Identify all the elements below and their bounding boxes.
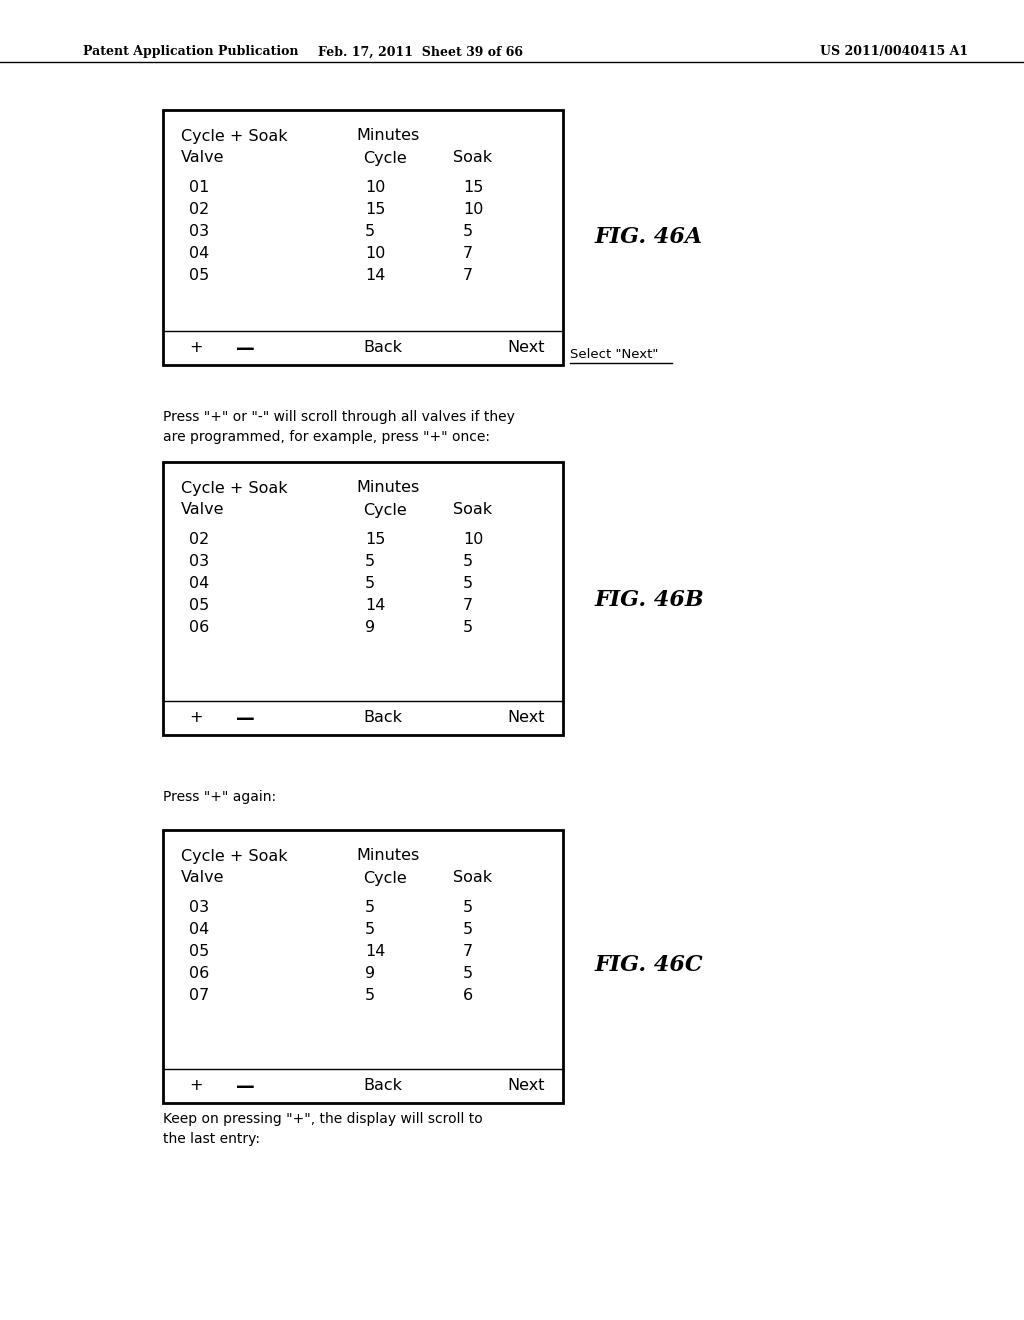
Text: Cycle: Cycle <box>362 150 407 165</box>
Text: 10: 10 <box>365 181 385 195</box>
Bar <box>163 110 563 366</box>
Text: Cycle: Cycle <box>362 503 407 517</box>
Text: 5: 5 <box>365 923 375 937</box>
Text: Cycle + Soak: Cycle + Soak <box>181 128 288 144</box>
Text: 14: 14 <box>365 268 385 284</box>
Text: 01: 01 <box>189 181 209 195</box>
Text: 10: 10 <box>463 202 483 218</box>
Text: 9: 9 <box>365 966 375 982</box>
Text: Valve: Valve <box>181 870 224 886</box>
Text: Back: Back <box>362 341 402 355</box>
Text: Back: Back <box>362 710 402 726</box>
Text: Next: Next <box>508 1078 545 1093</box>
Text: 03: 03 <box>189 224 209 239</box>
Text: Next: Next <box>508 710 545 726</box>
Text: +: + <box>189 710 203 726</box>
Text: 5: 5 <box>365 224 375 239</box>
Text: Minutes: Minutes <box>356 128 420 144</box>
Text: Patent Application Publication: Patent Application Publication <box>83 45 299 58</box>
Text: 04: 04 <box>189 923 209 937</box>
Text: 5: 5 <box>463 224 473 239</box>
Text: 5: 5 <box>463 577 473 591</box>
Text: 05: 05 <box>189 268 209 284</box>
Text: 06: 06 <box>189 620 209 635</box>
Text: Minutes: Minutes <box>356 849 420 863</box>
Text: 02: 02 <box>189 532 209 548</box>
Text: —: — <box>236 709 255 727</box>
Text: FIG. 46B: FIG. 46B <box>595 589 705 611</box>
Text: 10: 10 <box>463 532 483 548</box>
Text: Feb. 17, 2011  Sheet 39 of 66: Feb. 17, 2011 Sheet 39 of 66 <box>317 45 522 58</box>
Text: Soak: Soak <box>453 503 493 517</box>
Text: 05: 05 <box>189 945 209 960</box>
Text: 5: 5 <box>463 966 473 982</box>
Text: 7: 7 <box>463 268 473 284</box>
Text: —: — <box>236 1077 255 1096</box>
Text: Select "Next": Select "Next" <box>570 348 658 362</box>
Text: 15: 15 <box>365 532 385 548</box>
Text: 9: 9 <box>365 620 375 635</box>
Text: 5: 5 <box>365 989 375 1003</box>
Text: 05: 05 <box>189 598 209 614</box>
Text: 5: 5 <box>365 577 375 591</box>
Text: 6: 6 <box>463 989 473 1003</box>
Text: 5: 5 <box>365 554 375 569</box>
Text: +: + <box>189 1078 203 1093</box>
Text: Keep on pressing "+", the display will scroll to
the last entry:: Keep on pressing "+", the display will s… <box>163 1111 482 1146</box>
Text: 5: 5 <box>463 923 473 937</box>
Bar <box>163 462 563 735</box>
Bar <box>163 830 563 1104</box>
Text: FIG. 46C: FIG. 46C <box>595 954 703 975</box>
Text: 5: 5 <box>463 900 473 916</box>
Text: 02: 02 <box>189 202 209 218</box>
Text: 04: 04 <box>189 247 209 261</box>
Text: 04: 04 <box>189 577 209 591</box>
Text: 15: 15 <box>463 181 483 195</box>
Text: 03: 03 <box>189 900 209 916</box>
Text: 7: 7 <box>463 598 473 614</box>
Text: Valve: Valve <box>181 503 224 517</box>
Text: Cycle + Soak: Cycle + Soak <box>181 849 288 863</box>
Text: FIG. 46A: FIG. 46A <box>595 226 703 248</box>
Text: 10: 10 <box>365 247 385 261</box>
Text: 06: 06 <box>189 966 209 982</box>
Text: Soak: Soak <box>453 870 493 886</box>
Text: Minutes: Minutes <box>356 480 420 495</box>
Text: 14: 14 <box>365 945 385 960</box>
Text: 03: 03 <box>189 554 209 569</box>
Text: 5: 5 <box>463 554 473 569</box>
Text: 14: 14 <box>365 598 385 614</box>
Text: Press "+" or "-" will scroll through all valves if they
are programmed, for exam: Press "+" or "-" will scroll through all… <box>163 411 515 444</box>
Text: US 2011/0040415 A1: US 2011/0040415 A1 <box>820 45 968 58</box>
Text: —: — <box>236 338 255 358</box>
Text: 5: 5 <box>365 900 375 916</box>
Text: Valve: Valve <box>181 150 224 165</box>
Text: +: + <box>189 341 203 355</box>
Text: Next: Next <box>508 341 545 355</box>
Text: Cycle: Cycle <box>362 870 407 886</box>
Text: Cycle + Soak: Cycle + Soak <box>181 480 288 495</box>
Text: Back: Back <box>362 1078 402 1093</box>
Text: 5: 5 <box>463 620 473 635</box>
Text: 7: 7 <box>463 945 473 960</box>
Text: 07: 07 <box>189 989 209 1003</box>
Text: Press "+" again:: Press "+" again: <box>163 789 276 804</box>
Text: 15: 15 <box>365 202 385 218</box>
Text: 7: 7 <box>463 247 473 261</box>
Text: Soak: Soak <box>453 150 493 165</box>
